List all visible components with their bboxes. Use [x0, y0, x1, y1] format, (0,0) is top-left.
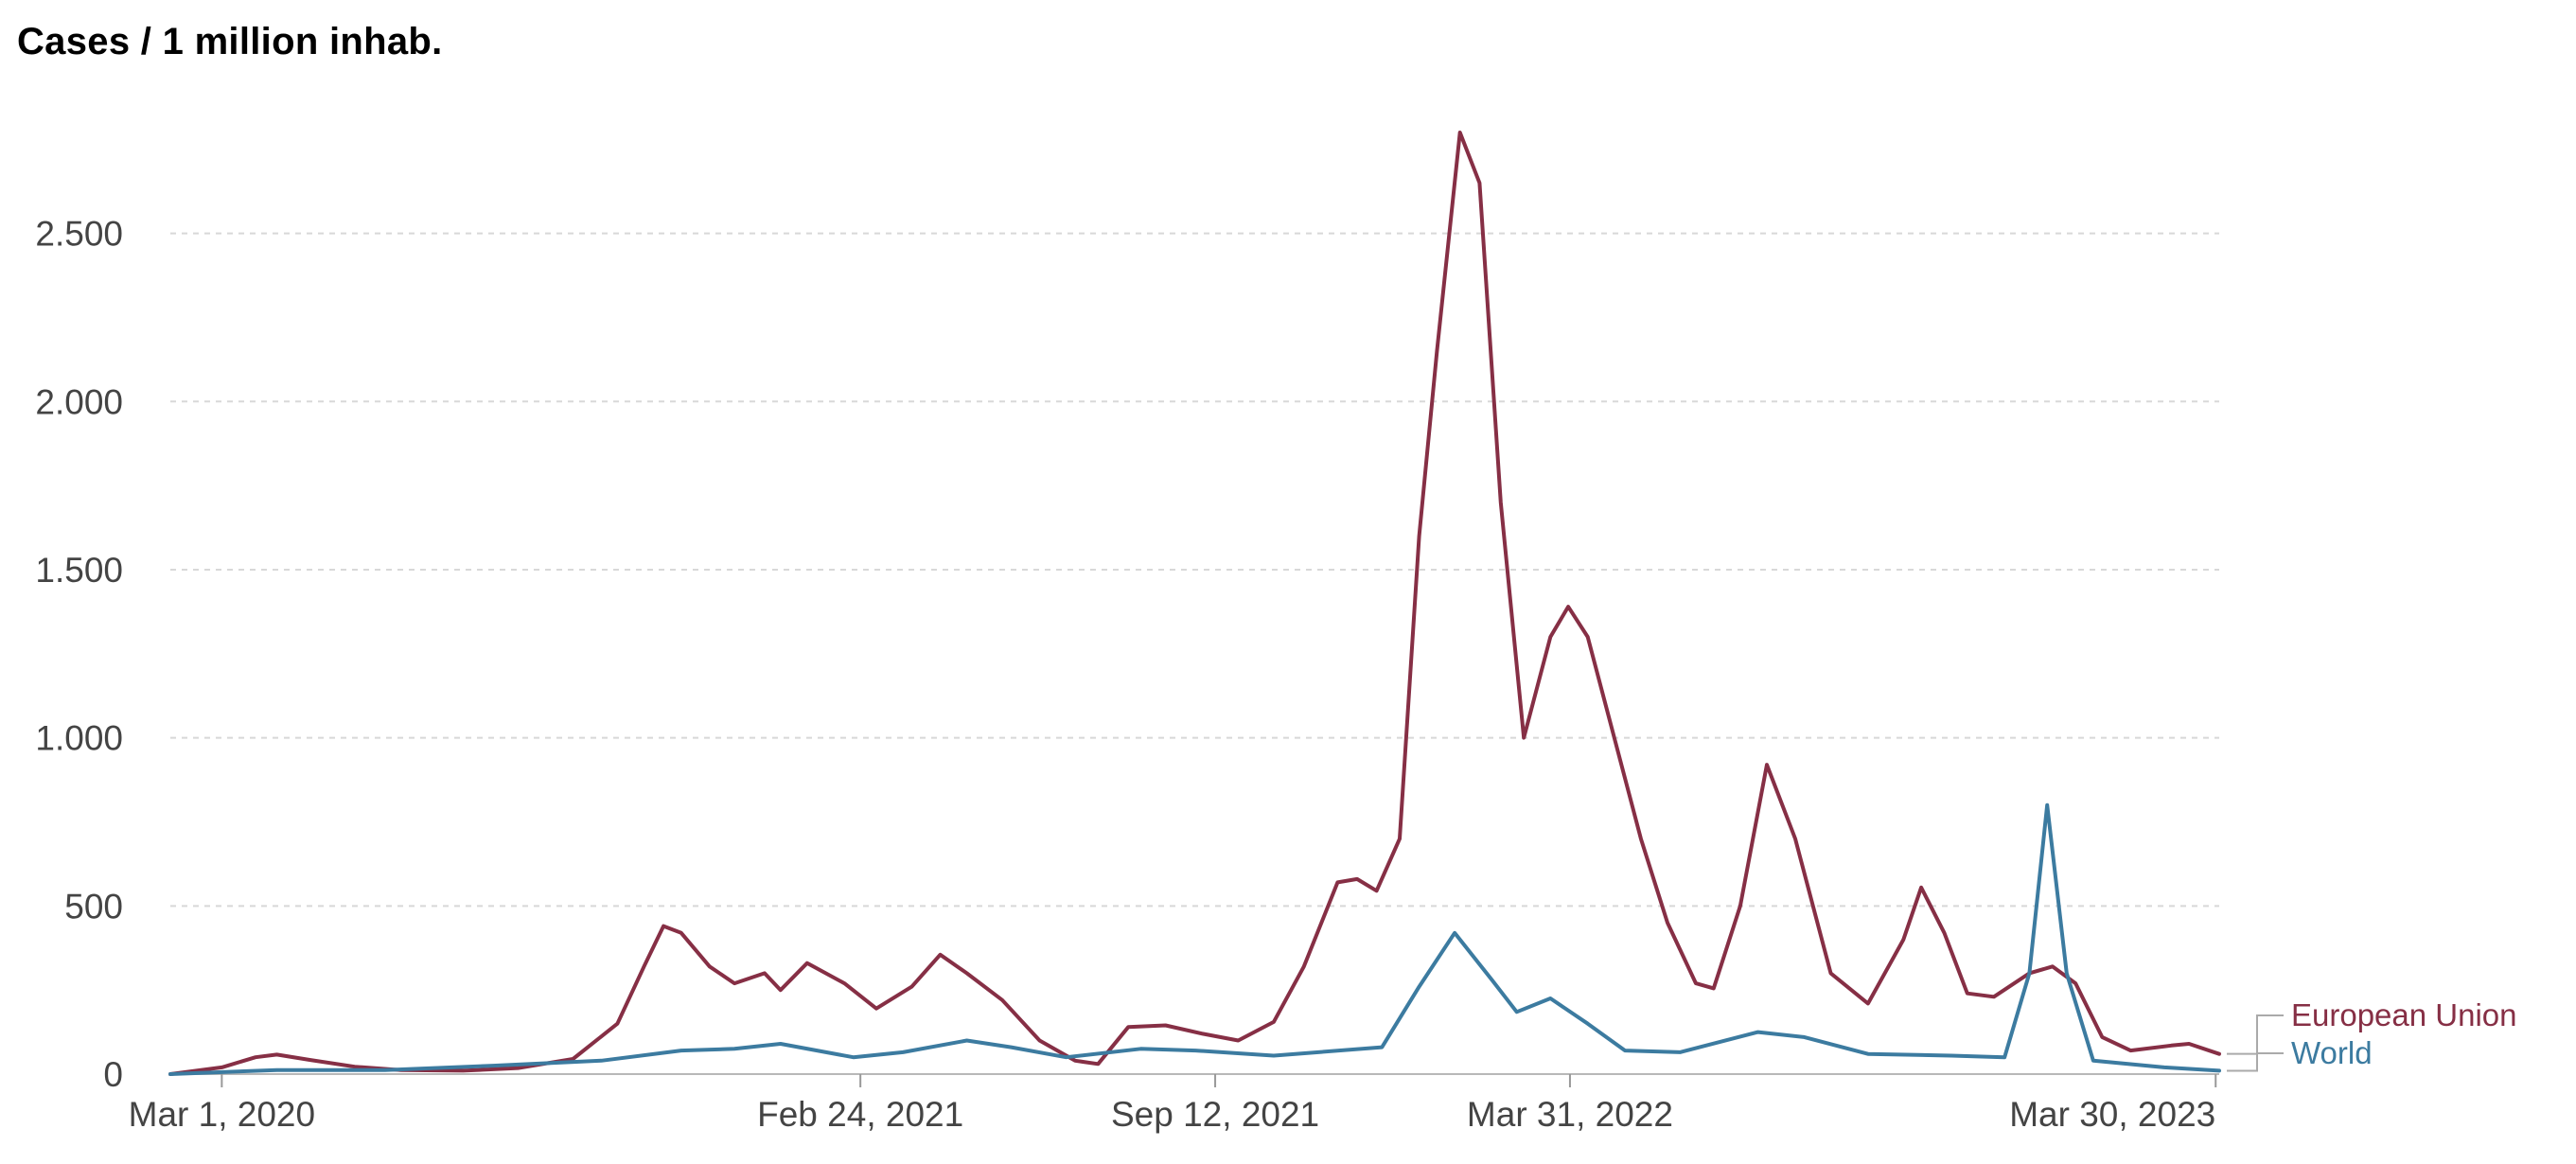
- x-tick-label: Mar 1, 2020: [129, 1095, 315, 1134]
- x-tick-label: Feb 24, 2021: [757, 1095, 963, 1134]
- legend-connector: [2227, 1014, 2284, 1055]
- y-tick-label: 1.000: [35, 719, 123, 758]
- chart-title: Cases / 1 million inhab.: [17, 21, 443, 62]
- x-tick-label: Mar 30, 2023: [2009, 1095, 2215, 1134]
- legend-label: World: [2291, 1035, 2373, 1070]
- series-line-world: [168, 802, 2221, 1076]
- series-lines: [168, 131, 2221, 1076]
- y-axis: 0 500 1.000 1.500 2.000 2.500: [35, 215, 123, 1094]
- y-tick-label: 0: [103, 1055, 123, 1094]
- series-line-european-union: [168, 131, 2221, 1076]
- y-tick-label: 2.500: [35, 215, 123, 254]
- y-tick-label: 1.500: [35, 551, 123, 590]
- x-tick-label: Sep 12, 2021: [1111, 1095, 1319, 1134]
- y-tick-label: 2.000: [35, 382, 123, 421]
- legend-connector: [2227, 1052, 2284, 1072]
- y-tick-label: 500: [64, 887, 123, 926]
- legend-label: European Union: [2291, 997, 2517, 1032]
- x-tick-label: Mar 31, 2022: [1467, 1095, 1673, 1134]
- x-axis: Mar 1, 2020 Feb 24, 2021 Sep 12, 2021 Mar 3…: [129, 1073, 2219, 1134]
- grid-lines: [170, 232, 2219, 908]
